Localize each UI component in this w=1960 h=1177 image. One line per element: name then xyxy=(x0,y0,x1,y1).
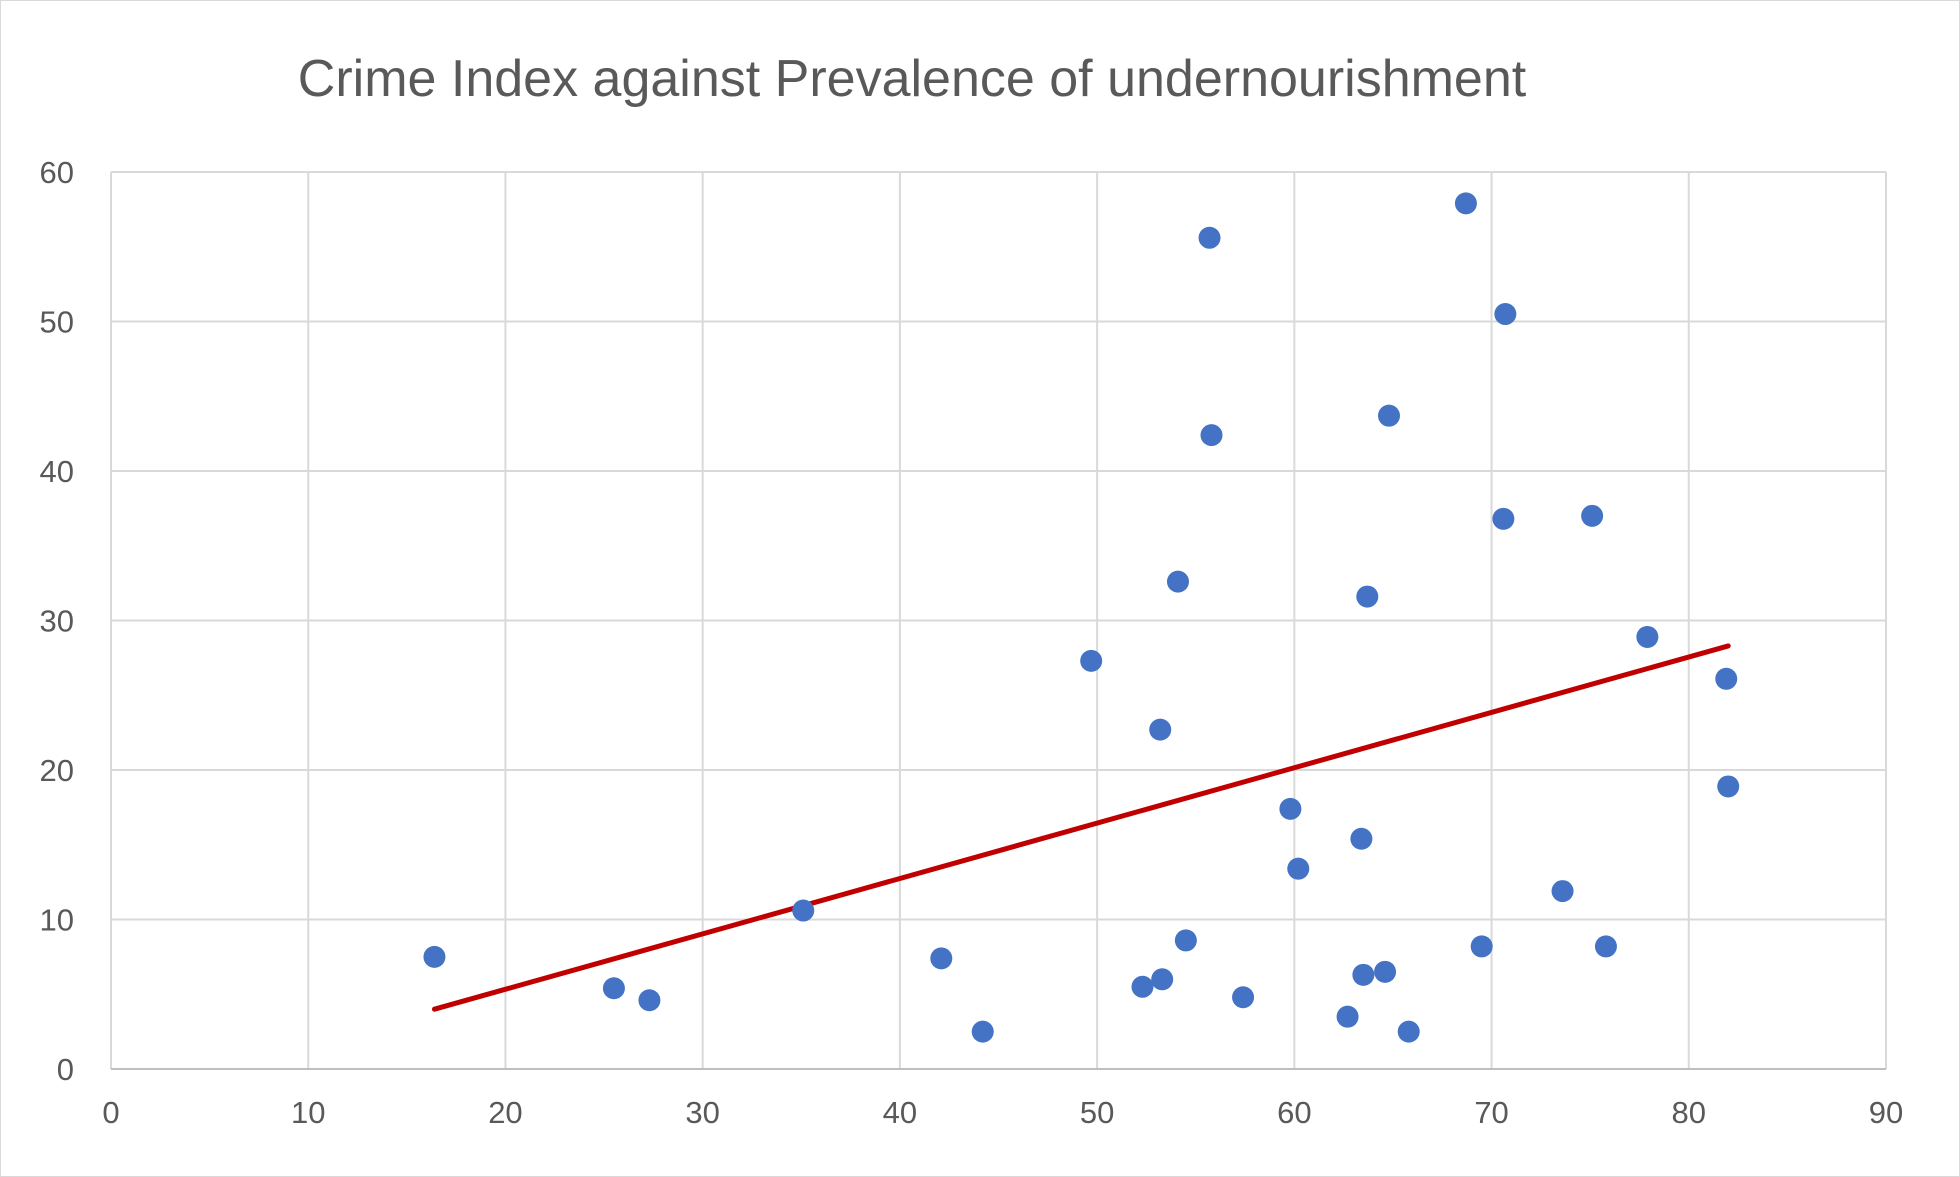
y-tick-label: 50 xyxy=(40,305,74,340)
data-point xyxy=(1149,718,1172,741)
data-point xyxy=(1454,192,1477,215)
data-point xyxy=(1080,649,1103,672)
y-tick-label: 30 xyxy=(40,604,74,639)
x-tick-label: 30 xyxy=(685,1095,719,1130)
data-point xyxy=(1336,1005,1359,1028)
x-tick-label: 10 xyxy=(291,1095,325,1130)
data-point xyxy=(1151,968,1174,991)
data-point xyxy=(1287,857,1310,880)
data-point xyxy=(1581,504,1604,527)
y-tick-label: 60 xyxy=(40,155,74,190)
data-point xyxy=(1494,303,1517,326)
data-point xyxy=(1715,667,1738,690)
data-point xyxy=(1374,960,1397,983)
data-point xyxy=(1198,226,1221,249)
x-tick-label: 70 xyxy=(1474,1095,1508,1130)
trendline-group xyxy=(431,643,1731,1012)
data-point xyxy=(1397,1020,1420,1043)
data-point xyxy=(1232,986,1255,1009)
x-tick-label: 20 xyxy=(488,1095,522,1130)
trendline xyxy=(431,643,1731,1012)
y-tick-label: 0 xyxy=(57,1052,74,1087)
data-point xyxy=(602,977,625,1000)
data-point xyxy=(638,989,661,1012)
data-point xyxy=(930,947,953,970)
x-tick-label: 50 xyxy=(1080,1095,1114,1130)
chart-title: Crime Index against Prevalence of undern… xyxy=(298,50,1527,108)
data-point xyxy=(1594,935,1617,958)
data-point xyxy=(1279,797,1302,820)
data-point xyxy=(1492,507,1515,530)
x-tick-label: 80 xyxy=(1672,1095,1706,1130)
x-tick-label: 60 xyxy=(1277,1095,1311,1130)
data-point xyxy=(1636,625,1659,648)
y-tick-labels: 0 10 20 30 40 50 60 xyxy=(40,155,74,1087)
data-points xyxy=(423,192,1740,1043)
data-point xyxy=(1470,935,1493,958)
y-tick-label: 20 xyxy=(40,753,74,788)
data-point xyxy=(1131,975,1154,998)
data-point xyxy=(1200,424,1223,447)
data-point xyxy=(792,899,815,922)
grid-lines xyxy=(110,171,1887,1070)
data-point xyxy=(423,945,446,968)
data-point xyxy=(1350,827,1373,850)
data-point xyxy=(1717,775,1740,798)
x-tick-labels: 0 10 20 30 40 50 60 70 80 90 xyxy=(102,1095,1903,1130)
data-point xyxy=(971,1020,994,1043)
y-tick-label: 40 xyxy=(40,454,74,489)
data-point xyxy=(1352,963,1375,986)
y-tick-label: 10 xyxy=(40,903,74,938)
data-point xyxy=(1166,570,1189,593)
data-point xyxy=(1378,404,1400,427)
data-point xyxy=(1174,929,1197,952)
data-point xyxy=(1356,585,1379,608)
x-tick-label: 40 xyxy=(883,1095,917,1130)
data-point xyxy=(1551,880,1574,903)
x-tick-label: 90 xyxy=(1869,1095,1903,1130)
x-tick-label: 0 xyxy=(102,1095,119,1130)
